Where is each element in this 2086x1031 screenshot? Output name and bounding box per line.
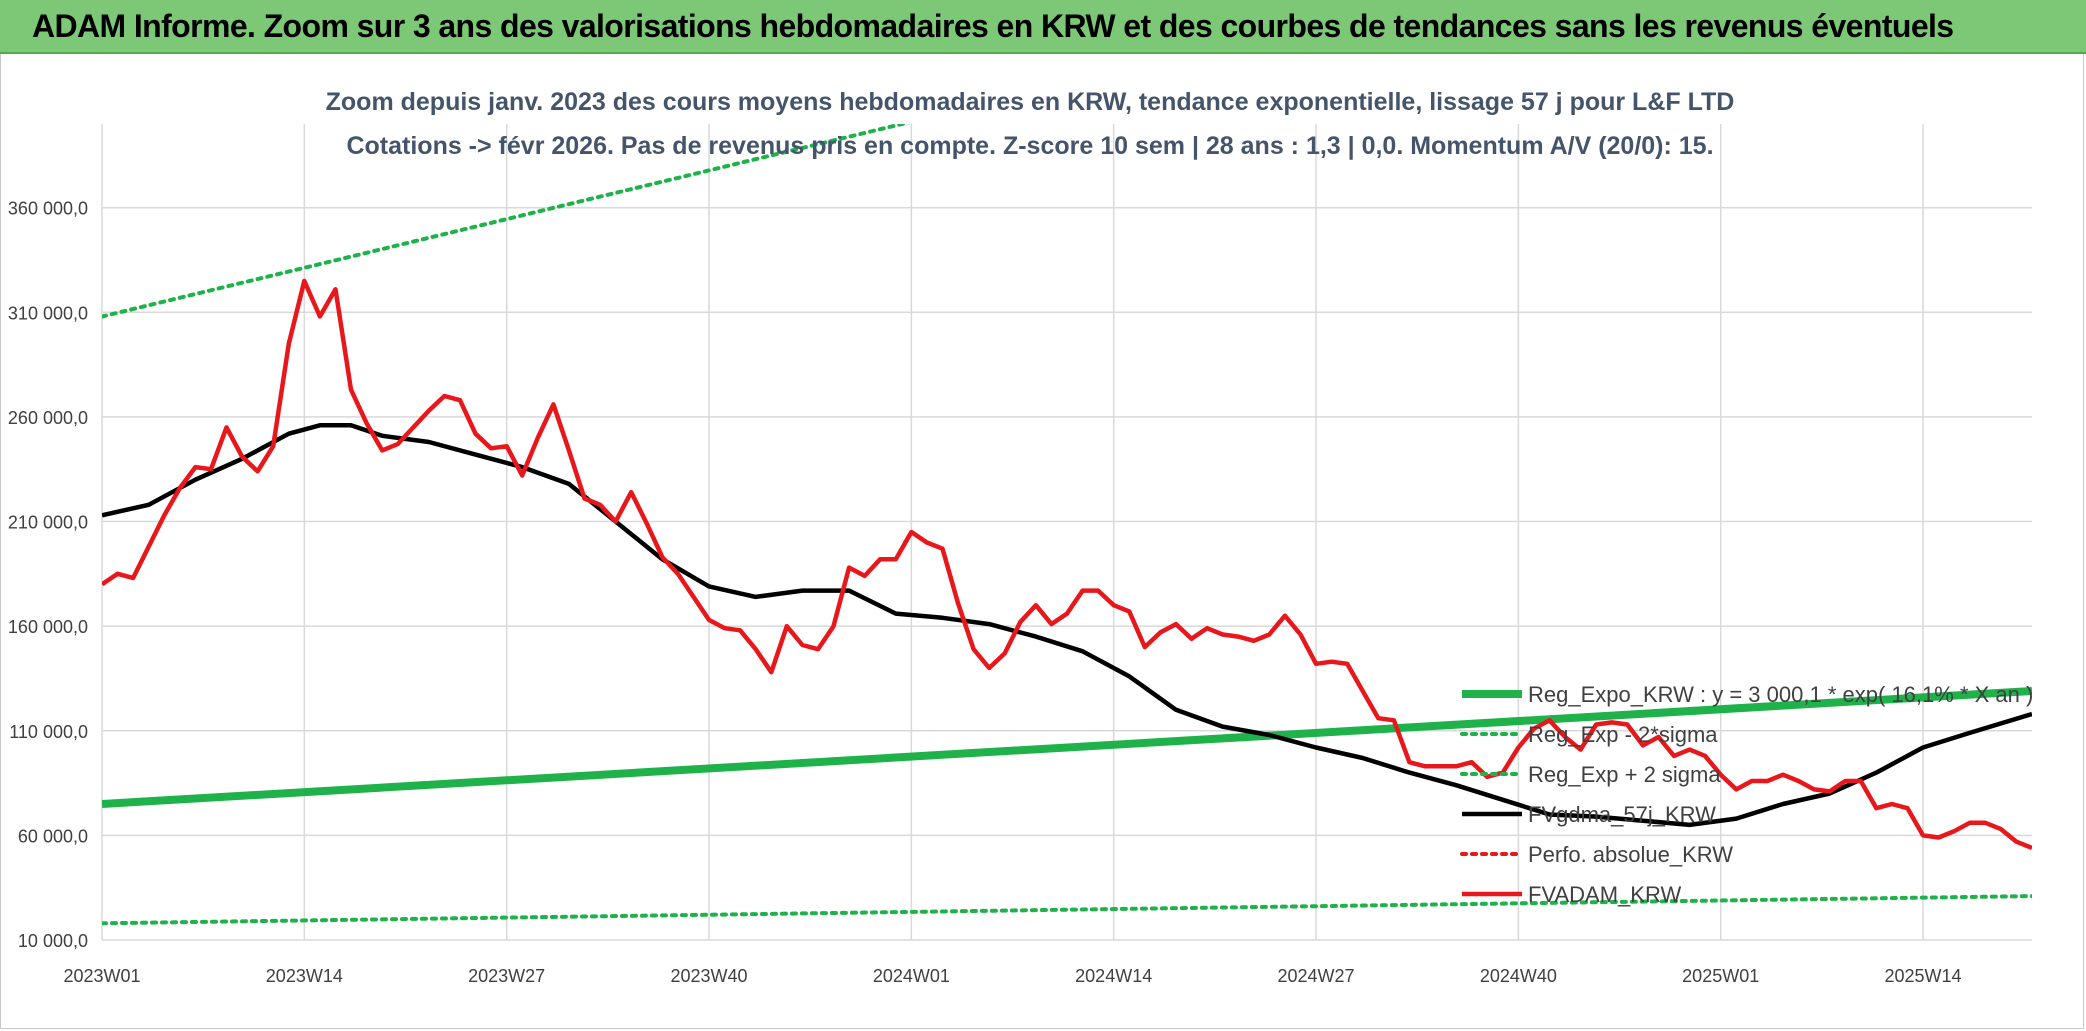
y-tick-label: 210 000,0 [8,513,88,533]
chart-subtitle: Cotations -> févr 2026. Pas de revenus p… [346,132,1713,160]
y-tick-label: 260 000,0 [8,408,88,428]
y-tick-label: 10 000,0 [18,931,88,951]
y-tick-label: 60 000,0 [18,826,88,846]
x-tick-label: 2025W01 [1682,966,1759,986]
series-line-fvadam-krw [102,278,2032,850]
series-line-fvgdma-57j-krw [102,423,2032,828]
x-tick-label: 2023W14 [266,966,343,986]
x-axis-ticks: 2023W01 2023W14 2023W27 2023W40 2024W01 2024W… [63,966,1962,986]
chart-title: Zoom depuis janv. 2023 des cours moyens … [326,88,1735,116]
gridlines [101,124,2032,941]
series-lines [102,124,2032,926]
x-tick-label: 2023W27 [468,966,545,986]
y-tick-label: 110 000,0 [9,722,88,742]
x-tick-label: 2023W40 [670,966,747,986]
legend-label: Reg_Exp + 2 sigma [1528,762,1721,787]
x-tick-label: 2024W01 [873,966,950,986]
legend-label: FVADAM_KRW [1528,882,1681,907]
legend-label: FVgdma_57j_KRW [1528,802,1716,827]
series-line-reg-exp-2-sigma [102,894,2032,926]
legend-label: Reg_Exp - 2*sigma [1528,722,1718,747]
legend: Reg_Expo_KRW : y = 3 000,1 * exp( 16,1% … [1460,682,2033,907]
y-tick-label: 360 000,0 [8,199,88,219]
x-tick-label: 2024W14 [1075,966,1152,986]
y-tick-label: 310 000,0 [8,303,88,323]
x-tick-label: 2024W27 [1278,966,1355,986]
x-tick-label: 2025W14 [1885,966,1962,986]
banner: ADAM Informe. Zoom sur 3 ans des valoris… [0,0,2086,54]
x-tick-label: 2024W40 [1480,966,1557,986]
report-title: ADAM Informe. Zoom sur 3 ans des valoris… [32,8,1954,44]
series-line-reg-expo-krw-y-3-000-1-exp-16-1-x-an [102,687,2032,808]
y-axis-ticks: 10 000,0 60 000,0 110 000,0 160 000,0 210 00… [8,199,88,951]
y-tick-label: 160 000,0 [8,617,88,637]
legend-label: Perfo. absolue_KRW [1528,842,1733,867]
series-line-reg-exp-2-sigma [102,124,911,319]
x-tick-label: 2023W01 [63,966,140,986]
legend-label: Reg_Expo_KRW : y = 3 000,1 * exp( 16,1% … [1528,682,2033,707]
